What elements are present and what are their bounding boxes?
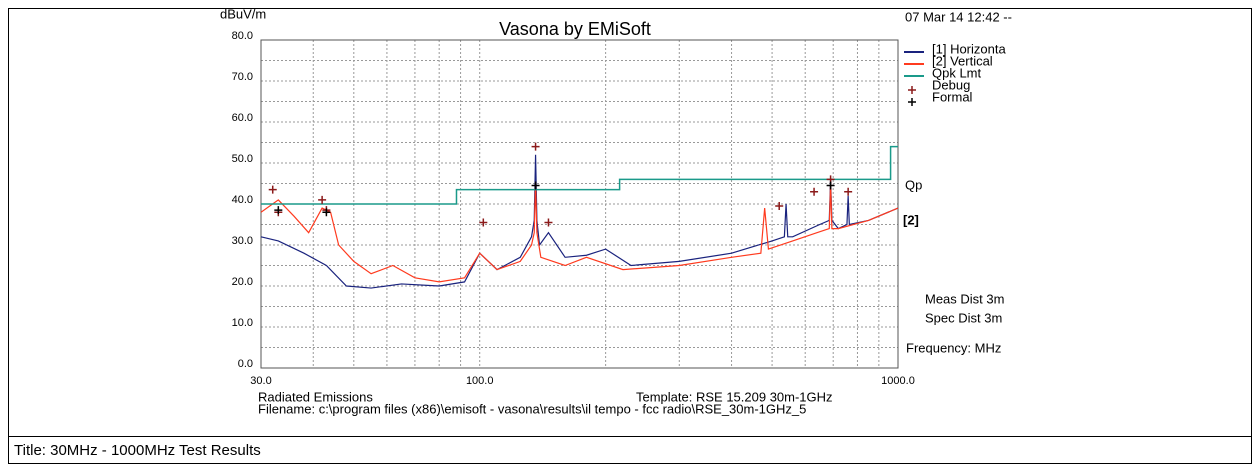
marker	[274, 206, 283, 215]
x-tick-label: 1000.0	[881, 375, 915, 387]
y-tick-label: 50.0	[232, 153, 253, 165]
note: Frequency: MHz	[906, 340, 1001, 355]
series-line	[260, 154, 899, 289]
marker	[531, 181, 540, 190]
legend-label: Formal	[932, 89, 973, 104]
marker	[531, 142, 540, 151]
legend-label: [1] Horizonta	[932, 41, 1006, 56]
marker	[544, 218, 553, 227]
y-tick-label: 30.0	[232, 235, 253, 247]
timestamp: 07 Mar 14 12:42 --	[905, 9, 1012, 24]
y-tick-label: 60.0	[232, 112, 253, 124]
footer: Template: RSE 15.209 30m-1GHz	[636, 389, 833, 404]
frame	[8, 8, 1252, 464]
limit-label: Qp	[905, 177, 922, 192]
chart-title: Vasona by EMiSoft	[499, 19, 651, 39]
marker	[810, 187, 819, 196]
footer: Filename: c:\program files (x86)\emisoft…	[258, 401, 806, 416]
legend-symbol	[908, 86, 916, 94]
marker	[844, 187, 853, 196]
legend-label: Debug	[932, 77, 970, 92]
marker	[322, 208, 331, 217]
y-tick-label: 10.0	[232, 317, 253, 329]
legend-label: [2] Vertical	[932, 53, 993, 68]
marker	[318, 195, 327, 204]
marker	[479, 218, 488, 227]
legend-symbol	[908, 98, 916, 106]
caption: Title: 30MHz - 1000MHz Test Results	[14, 442, 261, 459]
y-tick-label: 0.0	[238, 358, 253, 370]
marker	[775, 202, 784, 211]
y-axis-label: dBuV/m	[220, 6, 266, 21]
end-label: [2]	[903, 212, 919, 227]
x-tick-label: 100.0	[466, 375, 494, 387]
legend-label: Qpk Lmt	[932, 65, 982, 80]
x-tick-label: 30.0	[250, 375, 271, 387]
y-tick-label: 40.0	[232, 194, 253, 206]
series-line	[261, 145, 898, 205]
y-tick-label: 80.0	[232, 30, 253, 42]
footer: Radiated Emissions	[258, 389, 373, 404]
note: Meas Dist 3m	[925, 291, 1004, 306]
y-tick-label: 70.0	[232, 71, 253, 83]
marker	[826, 181, 835, 190]
marker	[268, 185, 277, 194]
note: Spec Dist 3m	[925, 310, 1002, 325]
y-tick-label: 20.0	[232, 276, 253, 288]
